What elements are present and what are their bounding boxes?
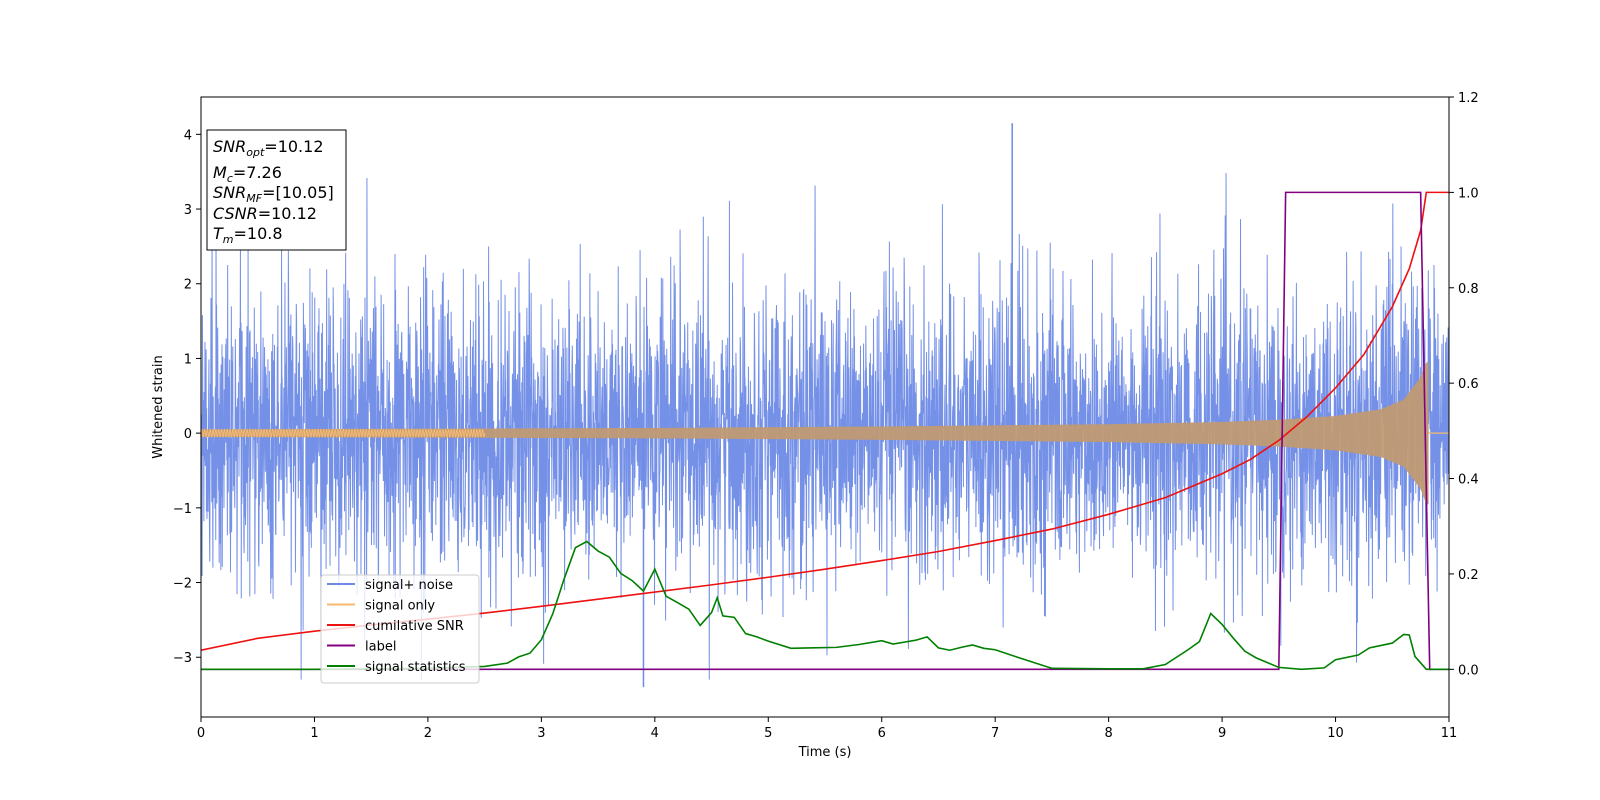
y-right-tick-label: 1.0 xyxy=(1458,186,1479,201)
plot-frame xyxy=(200,96,1450,718)
legend-label: signal statistics xyxy=(365,660,466,675)
signal-only-wave xyxy=(201,428,486,438)
y-left-tick-label: 0 xyxy=(184,427,192,442)
x-axis: 0 1 2 3 4 5 6 7 8 9 10 11 xyxy=(197,717,1457,741)
x-tick-label: 9 xyxy=(1218,726,1226,741)
y-right-tick-label: 0.8 xyxy=(1458,282,1479,297)
legend-label: cumilative SNR xyxy=(365,619,464,634)
x-tick-label: 2 xyxy=(424,726,432,741)
y-right-tick-label: 0.6 xyxy=(1458,377,1479,392)
x-tick-label: 4 xyxy=(651,726,659,741)
x-tick-label: 5 xyxy=(764,726,772,741)
series-signal-statistics xyxy=(201,540,1449,671)
info-box-frame xyxy=(206,129,347,251)
info-box: SNRopt=10.12 Mc=7.26 SNRMF=[10.05] CSNR=… xyxy=(206,129,347,251)
x-tick-label: 10 xyxy=(1327,726,1344,741)
legend: signal+ noise signal only cumilative SNR la… xyxy=(320,574,480,684)
x-tick-label: 8 xyxy=(1104,726,1112,741)
legend-label: label xyxy=(365,640,396,655)
info-tm: Tm=10.8 xyxy=(213,224,283,246)
y-right-tick-label: 1.2 xyxy=(1458,91,1479,106)
y-left-tick-label: 2 xyxy=(184,278,192,293)
legend-frame xyxy=(320,574,480,684)
right-y-axis: 0.0 0.2 0.4 0.6 0.8 1.0 1.2 xyxy=(1449,91,1479,678)
x-tick-label: 3 xyxy=(537,726,545,741)
x-tick-label: 11 xyxy=(1441,726,1458,741)
left-y-axis: −3 −2 −1 0 1 2 3 4 xyxy=(173,128,201,666)
y-left-tick-label: −3 xyxy=(173,651,192,666)
y-left-tick-label: 1 xyxy=(184,352,192,367)
y-left-tick-label: 3 xyxy=(184,203,192,218)
y-left-tick-label: −1 xyxy=(173,502,192,517)
y-left-tick-label: 4 xyxy=(184,128,192,143)
legend-label: signal only xyxy=(365,599,435,614)
legend-label: signal+ noise xyxy=(365,578,453,593)
x-tick-label: 7 xyxy=(991,726,999,741)
info-mc: Mc=7.26 xyxy=(213,163,282,185)
info-csnr: CSNR=10.12 xyxy=(213,204,317,223)
info-snr-mf: SNRMF=[10.05] xyxy=(213,183,334,205)
x-tick-label: 0 xyxy=(197,726,205,741)
x-tick-label: 6 xyxy=(878,726,886,741)
y-left-tick-label: −2 xyxy=(173,577,192,592)
info-snr-opt: SNRopt=10.12 xyxy=(213,137,324,159)
x-tick-label: 1 xyxy=(310,726,318,741)
y-right-tick-label: 0.2 xyxy=(1458,568,1479,583)
x-axis-label: Time (s) xyxy=(798,745,852,760)
y-right-tick-label: 0.4 xyxy=(1458,473,1479,488)
y-right-tick-label: 0.0 xyxy=(1458,663,1479,678)
y-axis-label: Whitened strain xyxy=(151,355,166,458)
series-signal-only xyxy=(201,362,1429,505)
